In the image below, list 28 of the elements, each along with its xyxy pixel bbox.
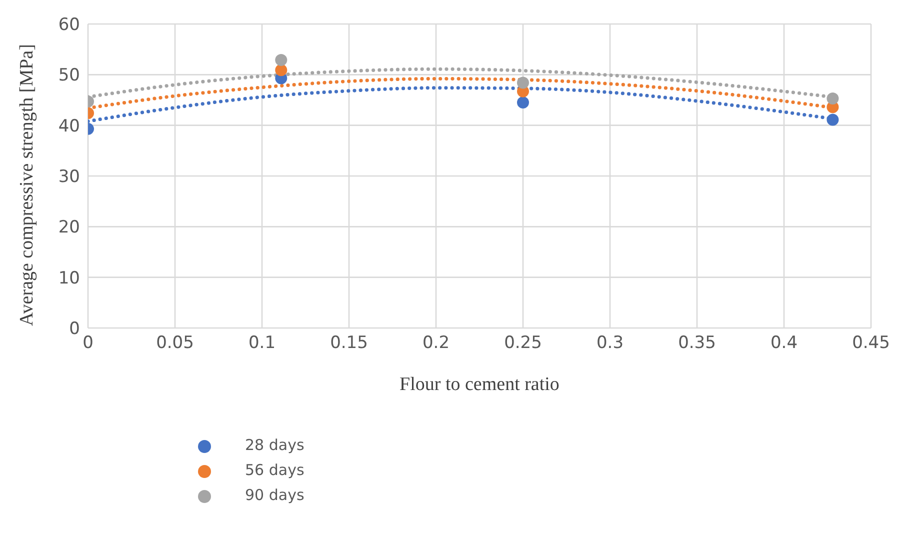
y-tick-label: 20 <box>58 218 80 238</box>
x-tick-label: 0.15 <box>330 333 368 354</box>
point <box>275 64 288 76</box>
x-tick-label: 0.2 <box>422 333 450 354</box>
point <box>275 54 288 66</box>
y-tick-label: 10 <box>58 268 80 288</box>
x-tick-label: 0.3 <box>596 333 624 354</box>
y-axis-title: Average compressive strength [MPa] <box>16 44 38 326</box>
y-tick-label: 30 <box>58 167 80 188</box>
y-tick-label: 50 <box>58 66 80 86</box>
y-tick-label: 60 <box>58 15 80 36</box>
x-tick-label: 0.1 <box>248 333 276 354</box>
x-tick-label: 0 <box>82 333 94 354</box>
x-tick-label: 0.05 <box>156 333 194 354</box>
legend-label: 56 days <box>245 461 304 479</box>
x-tick-label: 0.25 <box>504 333 542 354</box>
point <box>826 92 839 104</box>
x-tick-label: 0.45 <box>852 333 890 354</box>
point <box>826 114 839 126</box>
x-tick-label: 0.4 <box>770 333 798 354</box>
x-axis-title: Flour to cement ratio <box>400 374 560 395</box>
legend-label: 28 days <box>245 436 304 454</box>
x-tick-label: 0.35 <box>678 333 716 354</box>
y-tick-label: 0 <box>69 319 80 340</box>
legend-label: 90 days <box>245 486 304 504</box>
point <box>517 76 529 89</box>
point <box>517 96 529 109</box>
y-tick-label: 40 <box>58 116 80 136</box>
